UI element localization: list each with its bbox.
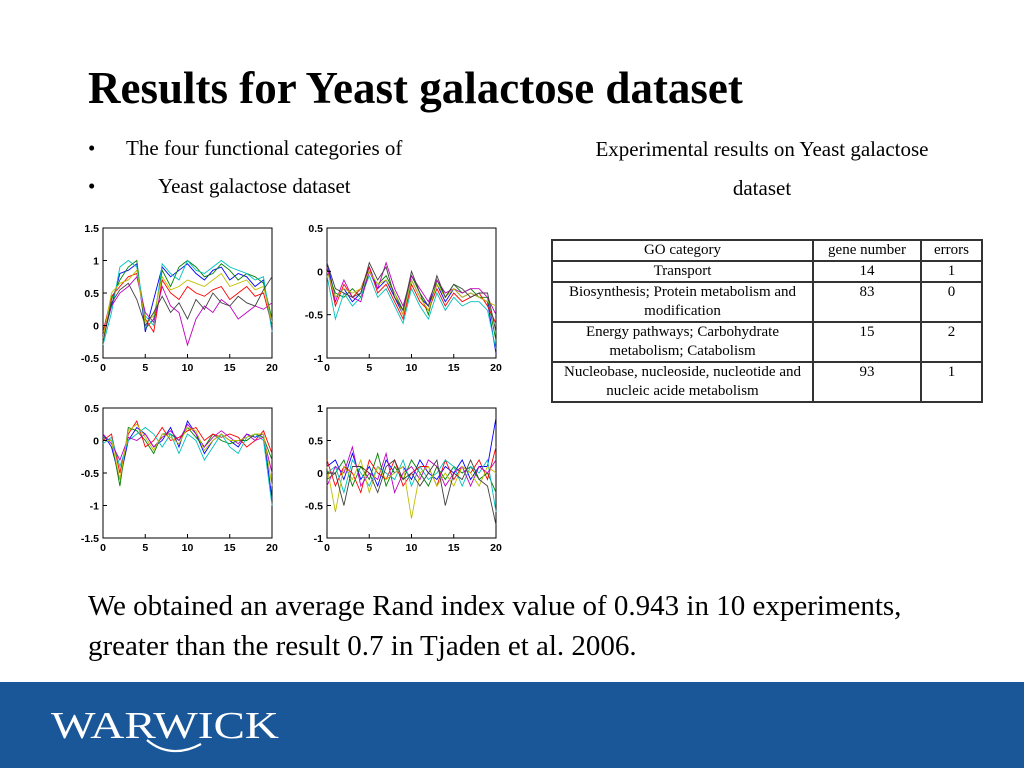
table-row: Biosynthesis; Protein metabolism and mod… bbox=[551, 281, 983, 323]
table-row: Energy pathways; Carbohydrate metabolism… bbox=[551, 321, 983, 363]
table-caption: Experimental results on Yeast galactose … bbox=[595, 137, 929, 200]
y-tick-label: -0.5 bbox=[305, 310, 323, 322]
table-row: Transport 14 1 bbox=[551, 260, 983, 283]
y-tick-label: 1.5 bbox=[84, 223, 99, 235]
table-row: Nucleobase, nucleoside, nucleotide and n… bbox=[551, 361, 983, 403]
plot-panel: 0 5 10 15 20-0.500.511.5 bbox=[81, 223, 278, 374]
warwick-logo-swash bbox=[146, 739, 202, 753]
series-line bbox=[102, 276, 273, 342]
y-tick-label: 0.5 bbox=[84, 403, 99, 415]
series-line bbox=[102, 275, 273, 347]
series-line bbox=[326, 274, 497, 350]
y-tick-label: 0 bbox=[93, 321, 99, 333]
series-line bbox=[102, 423, 273, 474]
y-tick-label: 1 bbox=[93, 256, 99, 268]
cell-category: Biosynthesis; Protein metabolism and mod… bbox=[551, 281, 814, 323]
x-tick-label: 5 bbox=[142, 362, 148, 374]
category-plots: 0 5 10 15 20 -0.5 0 0.5 1 1.5 0 5 10 15 20 -1 -0.5 0 0.5 0 5… bbox=[68, 218, 518, 558]
y-tick-label: -0.5 bbox=[305, 501, 323, 513]
series-line bbox=[326, 261, 497, 333]
plot-panel: 0 5 10 15 20 -1 -0.5 0 0.5 bbox=[305, 223, 502, 374]
y-tick-label: 0 bbox=[317, 468, 323, 480]
x-tick-label: 0 bbox=[324, 542, 330, 554]
cell-category: Transport bbox=[551, 260, 814, 283]
cell-errors: 2 bbox=[920, 321, 983, 363]
x-tick-label: 15 bbox=[448, 542, 460, 554]
y-tick-label: 0.5 bbox=[308, 436, 323, 448]
y-tick-label: 0 bbox=[317, 266, 323, 278]
footer-band bbox=[0, 682, 1024, 768]
summary-text: We obtained an average Rand index value … bbox=[88, 590, 902, 662]
x-tick-label: 20 bbox=[266, 542, 278, 554]
x-tick-label: 0 bbox=[100, 362, 106, 374]
bullet-text: Yeast galactose dataset bbox=[158, 174, 351, 198]
y-tick-label: 0.5 bbox=[84, 288, 99, 300]
series-line bbox=[326, 458, 497, 513]
y-tick-label: 1 bbox=[317, 403, 323, 415]
header-go-category: GO category bbox=[551, 239, 814, 262]
slide-title: Results for Yeast galactose dataset bbox=[88, 63, 743, 113]
x-tick-label: 5 bbox=[142, 542, 148, 554]
cell-gene-number: 93 bbox=[812, 361, 922, 403]
series-line bbox=[326, 261, 497, 315]
plot-panel: 0 5 10 15 20 -1.5 -1 -0.5 0 0.5 bbox=[81, 403, 278, 554]
plot-panel: 0 5 10 15 20 -1 -0.5 0 0.5 1 bbox=[305, 403, 502, 554]
x-tick-label: 20 bbox=[266, 362, 278, 374]
series-line bbox=[327, 458, 497, 526]
y-tick-label: -1.5 bbox=[81, 533, 99, 545]
x-tick-label: 10 bbox=[182, 362, 194, 374]
x-tick-label: 5 bbox=[366, 362, 372, 374]
y-tick-label: -1 bbox=[90, 501, 99, 513]
y-tick-label: -0.5 bbox=[81, 353, 99, 365]
bullet-text: The four functional categories of bbox=[126, 136, 403, 160]
x-tick-label: 15 bbox=[448, 362, 460, 374]
series-line bbox=[102, 419, 273, 474]
cell-gene-number: 15 bbox=[812, 321, 922, 363]
y-tick-label: 0 bbox=[93, 436, 99, 448]
cell-errors: 0 bbox=[920, 281, 983, 323]
cell-gene-number: 83 bbox=[812, 281, 922, 323]
y-tick-label: -1 bbox=[314, 533, 323, 545]
y-tick-label: 0.5 bbox=[308, 223, 323, 235]
series-line bbox=[102, 259, 273, 346]
header-gene-number: gene number bbox=[812, 239, 922, 262]
series-line bbox=[326, 458, 497, 519]
plot-frame bbox=[102, 227, 273, 359]
x-tick-label: 5 bbox=[366, 542, 372, 554]
x-tick-label: 10 bbox=[406, 362, 418, 374]
y-tick-label: -1 bbox=[314, 353, 323, 365]
warwick-logo-text: WARWICK bbox=[51, 705, 280, 747]
x-tick-label: 10 bbox=[406, 542, 418, 554]
cell-category: Nucleobase, nucleoside, nucleotide and n… bbox=[551, 361, 814, 403]
header-errors: errors bbox=[920, 239, 983, 262]
table-header-row: GO category gene number errors bbox=[551, 239, 983, 262]
cell-category: Energy pathways; Carbohydrate metabolism… bbox=[551, 321, 814, 363]
x-tick-label: 0 bbox=[100, 542, 106, 554]
x-tick-label: 10 bbox=[182, 542, 194, 554]
warwick-logo: WARWICK bbox=[51, 705, 280, 753]
cell-errors: 1 bbox=[920, 361, 983, 403]
bullet-marker: • bbox=[88, 174, 96, 198]
x-tick-label: 15 bbox=[224, 542, 236, 554]
x-tick-label: 15 bbox=[224, 362, 236, 374]
cell-gene-number: 14 bbox=[812, 260, 922, 283]
x-tick-label: 20 bbox=[490, 542, 502, 554]
series-line bbox=[326, 445, 497, 494]
series-line bbox=[102, 272, 273, 334]
series-line bbox=[326, 265, 497, 324]
series-line bbox=[102, 269, 273, 339]
cell-errors: 1 bbox=[920, 260, 983, 283]
category-plots-canvas: 0 5 10 15 20-0.500.511.50 5 10 15 20-1-0.500.50 5… bbox=[81, 223, 502, 554]
x-tick-label: 0 bbox=[324, 362, 330, 374]
plot-frame bbox=[326, 227, 497, 359]
series-line bbox=[103, 423, 273, 487]
x-tick-label: 20 bbox=[490, 362, 502, 374]
go-category-table: GO category gene number errors Transport… bbox=[551, 239, 983, 403]
bullet-marker: • bbox=[88, 136, 96, 160]
y-tick-label: -0.5 bbox=[81, 468, 99, 480]
